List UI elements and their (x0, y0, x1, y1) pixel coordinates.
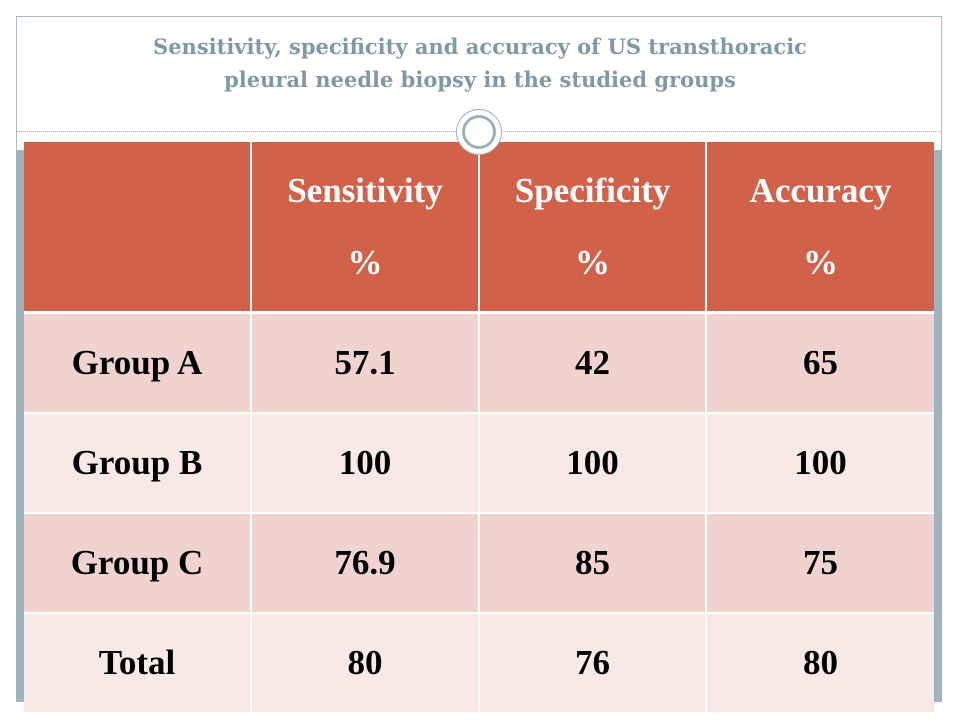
group-cell: Total (24, 613, 252, 714)
header-unit: % (575, 242, 610, 282)
slide-title-line-2: pleural needle biopsy in the studied gro… (224, 67, 736, 92)
header-unit: % (347, 242, 383, 282)
sensitivity-cell: 100 (251, 413, 480, 514)
specificity-cell: 100 (479, 413, 707, 514)
circle-ornament-inner (462, 115, 496, 149)
table-row: Group A 57.1 42 65 (24, 312, 934, 414)
right-accent-bar (934, 150, 942, 702)
results-table: Sensitivity % Specificity % Accuracy % G… (24, 142, 934, 714)
header-label: Specificity (514, 170, 671, 210)
group-cell: Group A (24, 312, 252, 414)
table-row: Group C 76.9 85 75 (24, 513, 934, 614)
circle-ornament-icon (456, 109, 502, 155)
sensitivity-cell: 76.9 (251, 513, 480, 614)
header-cell-accuracy: Accuracy % (706, 142, 934, 314)
sensitivity-cell: 80 (251, 613, 480, 714)
left-accent-bar (16, 150, 24, 702)
slide-title: Sensitivity, specificity and accuracy of… (22, 30, 938, 96)
specificity-cell: 76 (479, 613, 707, 714)
accuracy-cell: 100 (706, 413, 934, 514)
header-label: Sensitivity (287, 170, 443, 210)
group-cell: Group C (24, 513, 252, 614)
header-cell-specificity: Specificity % (479, 142, 707, 314)
accuracy-cell: 80 (706, 613, 934, 714)
group-cell: Group B (24, 413, 252, 514)
slide-title-line-1: Sensitivity, specificity and accuracy of… (153, 34, 807, 59)
table-header-row: Sensitivity % Specificity % Accuracy % (24, 142, 934, 314)
specificity-cell: 42 (479, 312, 707, 414)
accuracy-cell: 65 (706, 312, 934, 414)
table-row: Group B 100 100 100 (24, 413, 934, 514)
header-cell-sensitivity: Sensitivity % (251, 142, 480, 314)
sensitivity-cell: 57.1 (251, 312, 480, 414)
table-row: Total 80 76 80 (24, 613, 934, 714)
header-cell-empty (24, 142, 252, 314)
header-label: Accuracy (749, 170, 892, 210)
specificity-cell: 85 (479, 513, 707, 614)
accuracy-cell: 75 (706, 513, 934, 614)
header-unit: % (803, 242, 838, 282)
